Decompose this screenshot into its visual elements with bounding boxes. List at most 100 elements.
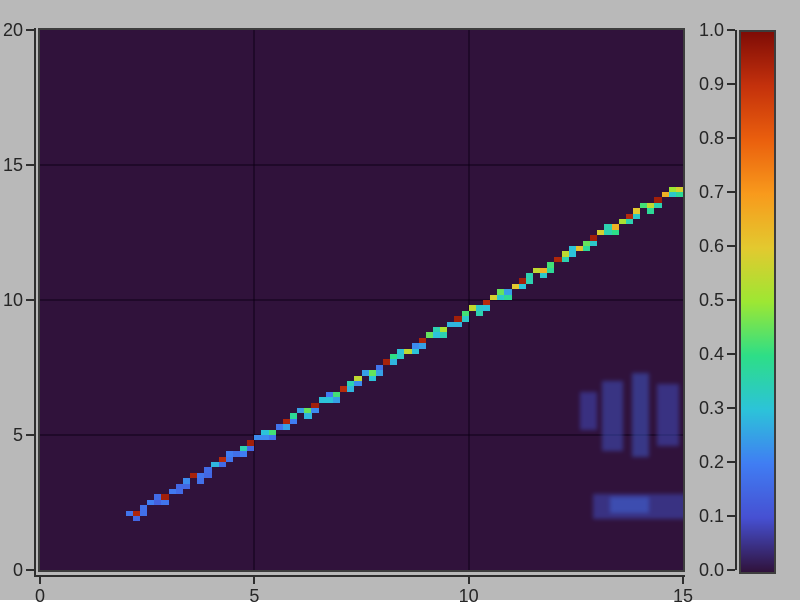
gridline-horizontal [40,434,683,436]
heatmap-cell-secondary [461,316,469,322]
faint-heat-patch [592,494,683,519]
heatmap-cell-secondary [332,397,341,403]
heatmap-cell-secondary [390,359,398,365]
colorbar-tick [727,137,735,139]
heatmap-cell-secondary [311,408,319,414]
heatmap-cell [611,224,619,230]
colorbar-tick [727,245,735,247]
heatmap-plot-area [40,30,683,570]
heatmap-cell-secondary [347,386,355,392]
colorbar-tick [727,29,735,31]
heatmap-cell [282,418,291,425]
heatmap-cell [482,300,491,306]
colorbar-tick-label: 0.5 [698,290,724,310]
heatmap-cell [425,332,433,338]
heatmap-cell [618,219,626,225]
heatmap-cell [168,489,176,495]
heatmap-cell-secondary [132,516,141,522]
heatmap-cell-secondary [497,294,505,300]
heatmap-cell [361,370,369,376]
colorbar-tick-label: 0.0 [698,560,724,580]
heatmap-cell [340,386,348,392]
x-axis-tick [467,577,470,584]
x-axis-tick [253,577,256,584]
x-axis-tick [682,577,684,584]
heatmap-cell [304,408,312,414]
colorbar-tick [727,191,735,193]
heatmap-cell [632,208,641,214]
colorbar-tick-label: 1.0 [698,20,724,40]
x-axis-tick-label: 0 [34,586,46,606]
y-axis-tick [26,569,34,571]
y-axis-tick [26,299,34,301]
heatmap-cell-secondary [590,240,598,246]
x-axis-tick-label: 5 [249,586,260,606]
colorbar-tick [727,515,735,517]
faint-heat-patch [580,391,598,430]
colorbar [739,30,776,574]
heatmap-cell [125,510,133,516]
heatmap-cell-secondary [525,278,534,284]
heatmap-cell [140,505,148,511]
heatmap-cell-secondary [204,472,212,479]
heatmap-cell [197,472,205,479]
heatmap-cell [525,273,534,279]
y-axis-tick-label: 15 [2,155,23,175]
heatmap-cell [625,213,634,219]
heatmap-cell-secondary [304,413,312,419]
heatmap-cell-secondary [154,499,162,506]
colorbar-tick-label: 0.2 [698,452,724,472]
heatmap-cell [397,348,405,354]
colorbar-tick [727,299,735,301]
heatmap-cell [511,283,519,290]
heatmap-cell-secondary [397,354,405,360]
heatmap-cell [668,186,676,192]
heatmap-cell [325,391,333,398]
heatmap-cell-secondary [568,251,576,257]
heatmap-cell-secondary [604,229,612,236]
colorbar-tick-label: 0.8 [698,128,724,148]
heatmap-cell [204,467,212,473]
heatmap-cell [275,424,283,430]
heatmap-cell-secondary [454,321,462,327]
colorbar-tick-label: 0.9 [698,74,724,94]
colorbar-tick [727,407,735,409]
heatmap-cell [440,327,448,333]
heatmap-cell [297,408,305,414]
heatmap-cell-secondary [282,424,291,430]
heatmap-cell [540,267,548,273]
heatmap-cell [604,224,612,230]
heatmap-cell-secondary [140,510,148,516]
heatmap-cell-secondary [261,435,269,441]
heatmap-cell [504,289,512,295]
colorbar-tick [727,461,735,463]
y-axis-line [34,28,36,577]
heatmap-cell-secondary [611,229,619,236]
gridline-vertical [253,30,256,570]
heatmap-cell [175,483,183,489]
heatmap-cell [190,472,198,479]
heatmap-cell [347,381,355,387]
y-axis-tick [26,434,34,436]
faint-heat-patch [657,383,679,446]
heatmap-cell [647,202,655,209]
heatmap-cell-secondary [547,267,555,273]
heatmap-cell-secondary [540,273,548,279]
x-axis-tick [39,577,41,584]
heatmap-cell [497,289,505,295]
heatmap-cell [232,451,241,457]
heatmap-cell-secondary [668,192,676,198]
colorbar-tick-label: 0.4 [698,344,724,364]
y-axis-tick [26,164,34,166]
heatmap-cell [518,278,526,284]
heatmap-cell [225,451,233,457]
y-axis-tick-label: 0 [12,560,23,580]
heatmap-cell [375,364,383,371]
heatmap-cell-secondary [504,294,512,300]
heatmap-cell [332,391,341,398]
y-axis-tick [26,29,34,31]
heatmap-cell-secondary [432,332,441,338]
heatmap-cell [597,229,605,236]
heatmap-cell-secondary [161,499,169,506]
